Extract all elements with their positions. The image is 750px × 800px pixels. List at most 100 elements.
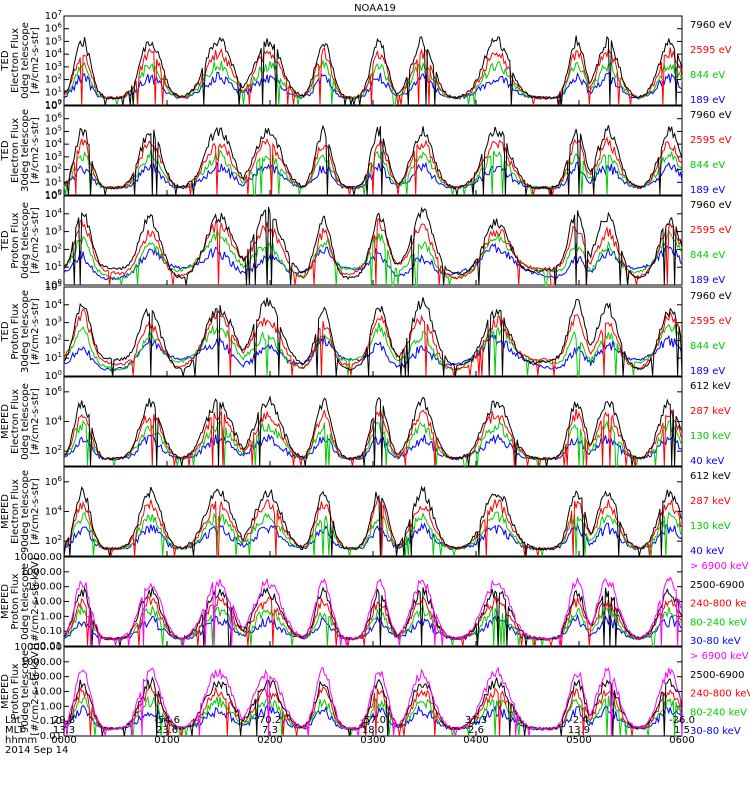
y-tick-label: 102 [45, 534, 62, 547]
legend-entry: 2500-6900 [690, 670, 745, 681]
y-tick-label: 1.00 [40, 611, 62, 622]
y-axis-label-line: 30deg telescope [20, 109, 31, 192]
y-tick-label: 10000.00 [14, 642, 62, 653]
legend-entry: 7960 eV [690, 200, 732, 211]
legend-entry: 612 keV [690, 381, 731, 392]
panel-6: 102 104 106 MEPED Electron Flux 90deg telesco… [0, 466, 731, 557]
x-tick-hhmm: 0400 [463, 735, 488, 746]
series-line [63, 35, 683, 106]
y-axis-label: MEPED Electron Flux 90deg telescope [#/cm2-… [0, 470, 41, 553]
series-line [63, 71, 683, 100]
series-line [63, 333, 683, 372]
y-axis-label-line: 0deg telescope [20, 202, 31, 279]
y-tick-label: 103 [45, 316, 62, 329]
legend-entry: 130 keV [690, 521, 731, 532]
y-axis-label-line: [#/cm2-s-str-keV] [30, 647, 41, 735]
series-line [63, 395, 683, 467]
y-tick-label: 104 [45, 137, 63, 150]
y-tick-label: 104 [45, 415, 63, 428]
y-axis-label: TED Electron Flux 0deg telescope [#/cm2-s-s… [0, 22, 41, 99]
y-axis-label-line: 0deg telescope [20, 22, 31, 99]
y-tick-label: 105 [45, 189, 62, 202]
x-tick-hhmm: 0600 [669, 735, 694, 746]
y-tick-label: 0.10 [40, 716, 62, 727]
legend-entry: 844 eV [690, 250, 725, 261]
series-line [63, 685, 683, 737]
y-tick-label: 103 [45, 150, 62, 163]
y-axis-label: MEPED Electron Flux 0deg telescope [#/cm2-s… [0, 383, 41, 460]
legend-entry: 2500-6900 [690, 580, 745, 591]
x-tick-mlt: 13.9 [568, 725, 590, 736]
y-axis-label-line: TED [0, 230, 11, 251]
x-tick-mlt: 2.6 [468, 725, 484, 736]
panel-7: 0.010.101.0010.00100.001000.0010000.00ME… [0, 552, 749, 652]
series-line [63, 217, 683, 286]
x-row-label-mlt: MLT [5, 725, 25, 736]
panel-8: 0.010.101.0010.00100.001000.0010000.00ME… [0, 642, 750, 742]
y-tick-label: 10.00 [33, 687, 62, 698]
panel-frame [63, 556, 683, 647]
series-line [63, 613, 683, 641]
x-tick-hhmm: 0300 [360, 735, 385, 746]
legend-entry: 130 keV [690, 431, 731, 442]
y-tick-label: 101 [45, 175, 62, 188]
x-tick-mlt: 1.5 [674, 725, 690, 736]
legend-entry: 189 eV [690, 185, 725, 196]
y-axis-label-line: Electron Flux [10, 118, 21, 183]
y-tick-label: 106 [45, 22, 63, 35]
legend-entry: > 6900 keV [690, 651, 749, 662]
series-line [63, 161, 683, 191]
x-tick-mlt: 13.3 [53, 725, 75, 736]
legend-entry: 189 eV [690, 95, 725, 106]
series-line [63, 586, 683, 647]
y-axis-label: TED Proton Flux 0deg telescope [#/cm2-s-str… [0, 202, 41, 279]
legend-entry: 844 eV [690, 160, 725, 171]
y-tick-label: 1000.00 [21, 657, 62, 668]
y-axis-label-line: MEPED [0, 494, 11, 529]
x-tick-hhmm: 0000 [51, 735, 76, 746]
panel-5: 102 104 106 MEPED Electron Flux 0deg telescop… [0, 376, 731, 467]
y-axis-label-line: [#/cm2-s-str] [30, 298, 41, 365]
y-axis-label-line: MEPED [0, 404, 11, 439]
y-tick-label: 102 [45, 163, 62, 176]
legend-entry: 7960 eV [690, 291, 732, 302]
x-tick-mlt: 7.3 [262, 725, 278, 736]
y-axis-label-line: [#/cm2-s-str] [30, 478, 41, 545]
x-tick-lat: -26.0 [669, 715, 695, 726]
x-tick-mlt: 18.0 [362, 725, 384, 736]
y-axis-label-line: TED [0, 50, 11, 71]
series-line [63, 419, 683, 467]
series-line [63, 322, 683, 377]
y-tick-label: 104 [45, 207, 63, 220]
y-axis-label-line: Proton Flux [10, 212, 21, 268]
x-date-label: 2014 Sep 14 [5, 745, 68, 756]
x-tick-lat: -2.4 [569, 715, 589, 726]
y-tick-label: 100 [45, 369, 62, 382]
y-axis-label-line: [#/cm2-s-str-keV] [30, 557, 41, 645]
chart-title: NOAA19 [354, 3, 396, 14]
legend-entry: 287 keV [690, 496, 731, 507]
series-line [63, 666, 683, 737]
legend-entry: > 6900 keV [690, 561, 749, 572]
legend-entry: 7960 eV [690, 20, 732, 31]
x-row-label-lat: Lat [5, 715, 21, 726]
y-axis-label-line: [#/cm2-s-str] [30, 388, 41, 455]
y-tick-label: 105 [45, 280, 62, 293]
panel-4: 100 101 102 103 104 105 TED Proton Flux 30deg te… [0, 280, 732, 382]
y-axis-label-line: Electron Flux [10, 479, 21, 544]
legend-entry: 80-240 keV [690, 707, 747, 718]
y-tick-label: 10.00 [33, 597, 62, 608]
legend-entry: 844 eV [690, 341, 725, 352]
y-tick-label: 107 [45, 9, 62, 22]
y-axis-label-line: 0deg telescope [20, 563, 31, 640]
y-axis-label-line: 30deg telescope [20, 290, 31, 373]
y-axis-label-line: TED [0, 321, 11, 342]
x-tick-lat: -54.6 [154, 715, 180, 726]
legend-entry: 2595 eV [690, 45, 732, 56]
y-axis-label-line: [#/cm2-s-str] [30, 27, 41, 94]
legend-entry: 2595 eV [690, 135, 732, 146]
y-tick-label: 100.00 [27, 672, 62, 683]
